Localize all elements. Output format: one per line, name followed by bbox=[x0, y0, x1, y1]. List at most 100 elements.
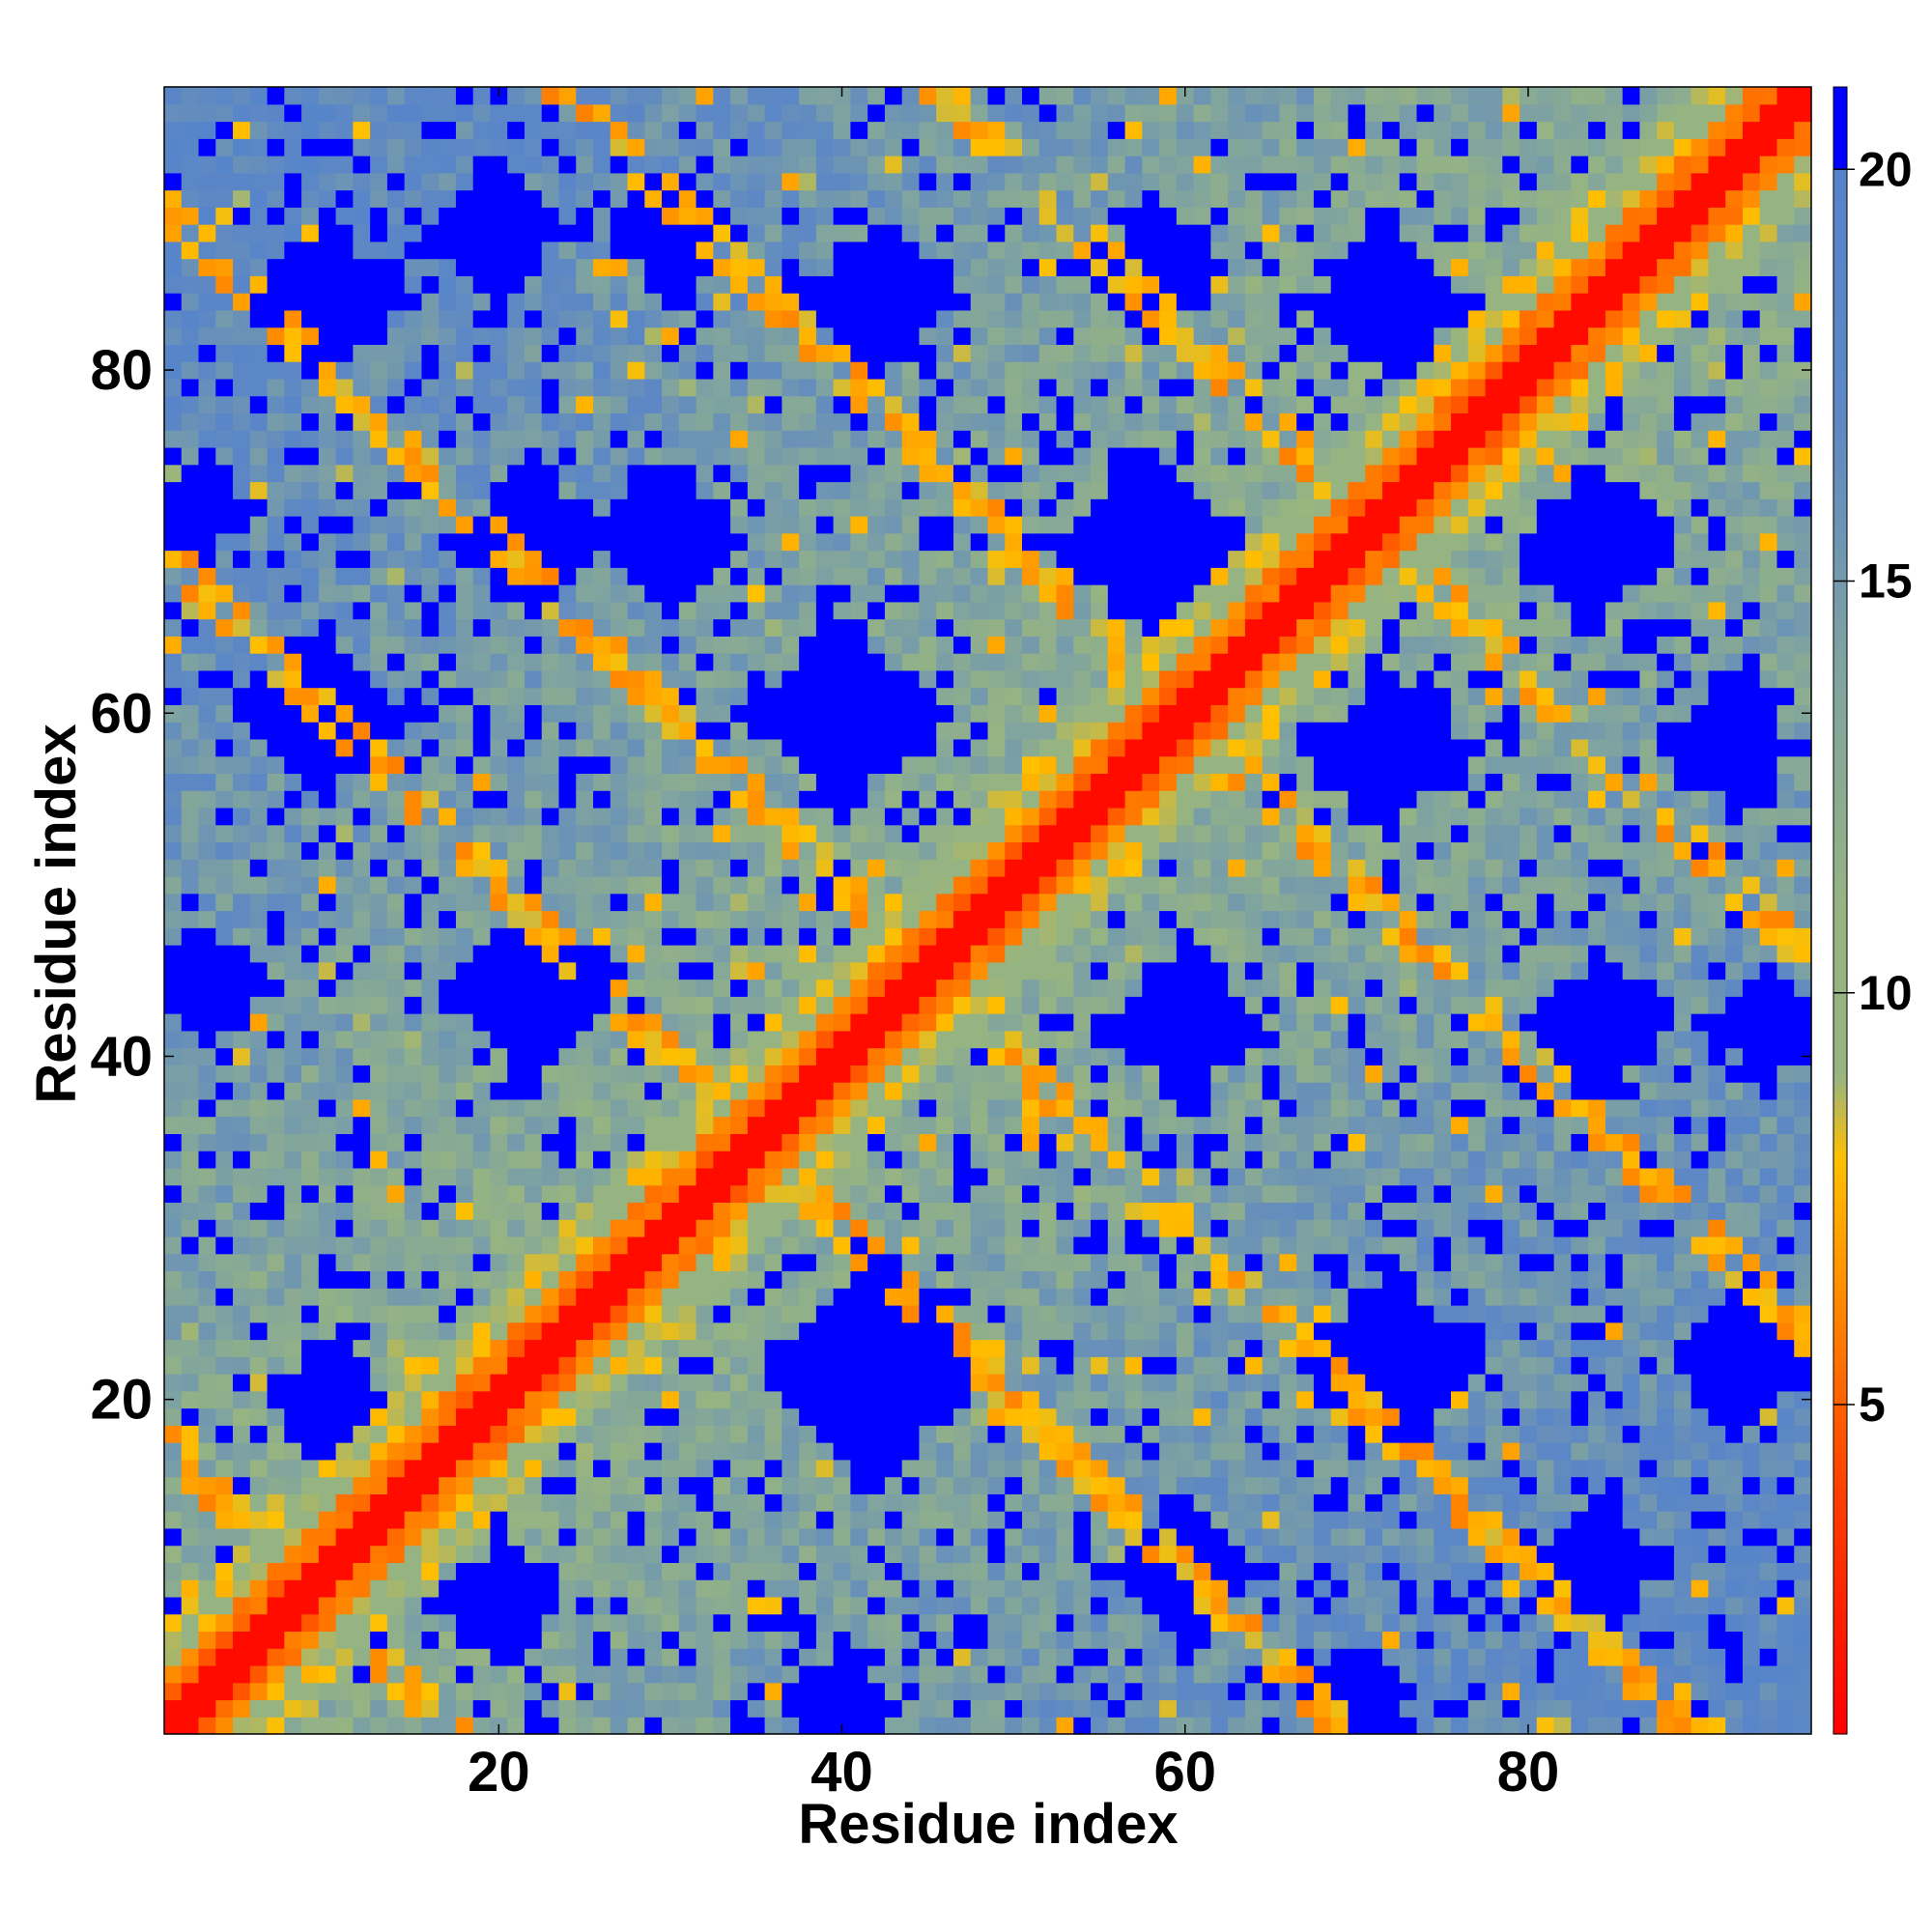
heatmap-cell bbox=[267, 893, 285, 912]
heatmap-cell bbox=[370, 378, 388, 397]
heatmap-cell bbox=[404, 859, 423, 877]
heatmap-cell bbox=[490, 927, 508, 946]
heatmap-cell bbox=[781, 207, 800, 225]
heatmap-cell bbox=[181, 327, 200, 346]
heatmap-cell bbox=[662, 395, 680, 414]
heatmap-cell bbox=[593, 807, 611, 826]
heatmap-cell bbox=[576, 172, 594, 191]
heatmap-cell bbox=[815, 755, 835, 775]
heatmap-cell bbox=[215, 1339, 234, 1357]
heatmap-cell bbox=[181, 1013, 200, 1032]
heatmap-cell bbox=[1038, 961, 1058, 980]
heatmap-cell bbox=[215, 327, 234, 346]
heatmap-cell bbox=[318, 1151, 337, 1169]
heatmap-cell bbox=[524, 1321, 543, 1341]
heatmap-cell bbox=[593, 1511, 611, 1529]
heatmap-cell bbox=[662, 1442, 680, 1461]
heatmap-cell bbox=[970, 1425, 989, 1443]
heatmap-cell bbox=[593, 156, 611, 174]
heatmap-cell bbox=[576, 138, 594, 156]
heatmap-cell bbox=[919, 481, 937, 499]
heatmap-cell bbox=[678, 1699, 697, 1718]
heatmap-cell bbox=[970, 1304, 989, 1323]
heatmap-cell bbox=[524, 532, 543, 552]
heatmap-cell bbox=[439, 945, 457, 963]
heatmap-cell bbox=[439, 1613, 457, 1633]
heatmap-cell bbox=[284, 446, 302, 466]
heatmap-cell bbox=[249, 567, 269, 585]
heatmap-cell bbox=[1022, 1184, 1040, 1204]
heatmap-cell bbox=[764, 859, 782, 877]
heatmap-cell bbox=[455, 327, 474, 346]
heatmap-cell bbox=[730, 156, 749, 174]
heatmap-cell bbox=[301, 1407, 320, 1426]
heatmap-cell bbox=[919, 1236, 937, 1255]
heatmap-cell bbox=[662, 722, 680, 740]
heatmap-cell bbox=[1038, 1253, 1058, 1272]
heatmap-cell bbox=[507, 841, 526, 860]
heatmap-cell bbox=[439, 1321, 457, 1341]
heatmap-cell bbox=[833, 859, 852, 877]
heatmap-cell bbox=[472, 481, 492, 499]
heatmap-cell bbox=[490, 378, 508, 397]
heatmap-cell bbox=[799, 1116, 817, 1134]
heatmap-cell bbox=[850, 1321, 868, 1341]
heatmap-cell bbox=[284, 669, 302, 689]
heatmap-cell bbox=[181, 704, 200, 723]
heatmap-cell bbox=[267, 1545, 285, 1563]
heatmap-cell bbox=[815, 584, 835, 603]
heatmap-cell bbox=[593, 1476, 611, 1494]
heatmap-cell bbox=[576, 567, 594, 585]
heatmap-cell bbox=[850, 996, 868, 1014]
heatmap-cell bbox=[370, 1664, 388, 1684]
heatmap-cell bbox=[730, 1133, 749, 1151]
heatmap-cell bbox=[764, 1442, 782, 1461]
heatmap-cell bbox=[421, 1699, 440, 1718]
heatmap-cell bbox=[439, 1167, 457, 1186]
heatmap-cell bbox=[558, 430, 577, 448]
heatmap-cell bbox=[558, 1682, 577, 1701]
heatmap-cell bbox=[764, 961, 782, 980]
heatmap-cell bbox=[370, 1202, 388, 1220]
heatmap-cell bbox=[610, 1425, 629, 1443]
heatmap-cell bbox=[404, 361, 423, 380]
heatmap-cell bbox=[799, 207, 817, 225]
heatmap-cell bbox=[1038, 1407, 1058, 1426]
heatmap-cell bbox=[284, 327, 302, 346]
heatmap-cell bbox=[370, 927, 388, 946]
heatmap-cell bbox=[678, 618, 697, 637]
heatmap-cell bbox=[249, 378, 269, 397]
heatmap-cell bbox=[1038, 1270, 1058, 1289]
heatmap-cell bbox=[987, 1562, 1006, 1580]
heatmap-cell bbox=[215, 1664, 234, 1684]
heatmap-cell bbox=[524, 1202, 543, 1220]
heatmap-cell bbox=[936, 653, 954, 671]
heatmap-cell bbox=[1005, 412, 1023, 431]
heatmap-cell bbox=[919, 446, 937, 466]
heatmap-cell bbox=[799, 1562, 817, 1580]
heatmap-cell bbox=[472, 910, 492, 928]
heatmap-cell bbox=[1005, 1304, 1023, 1323]
heatmap-cell bbox=[1038, 584, 1058, 603]
heatmap-cell bbox=[335, 172, 354, 191]
heatmap-cell bbox=[867, 241, 886, 260]
heatmap-cell bbox=[815, 446, 835, 466]
heatmap-cell bbox=[439, 532, 457, 552]
heatmap-cell bbox=[696, 1304, 714, 1323]
heatmap-cell bbox=[233, 636, 251, 654]
heatmap-cell bbox=[249, 1030, 269, 1049]
heatmap-cell bbox=[833, 601, 852, 620]
heatmap-cell bbox=[936, 1545, 954, 1563]
heatmap-cell bbox=[678, 224, 697, 242]
heatmap-cell bbox=[936, 1664, 954, 1684]
heatmap-cell bbox=[1005, 446, 1023, 466]
heatmap-cell bbox=[644, 927, 663, 946]
heatmap-cell bbox=[919, 1699, 937, 1718]
heatmap-cell bbox=[249, 241, 269, 260]
heatmap-cell bbox=[301, 378, 320, 397]
heatmap-cell bbox=[404, 687, 423, 705]
heatmap-cell bbox=[386, 378, 406, 397]
heatmap-cell bbox=[662, 481, 680, 499]
heatmap-cell bbox=[764, 618, 782, 637]
heatmap-cell bbox=[662, 1374, 680, 1392]
